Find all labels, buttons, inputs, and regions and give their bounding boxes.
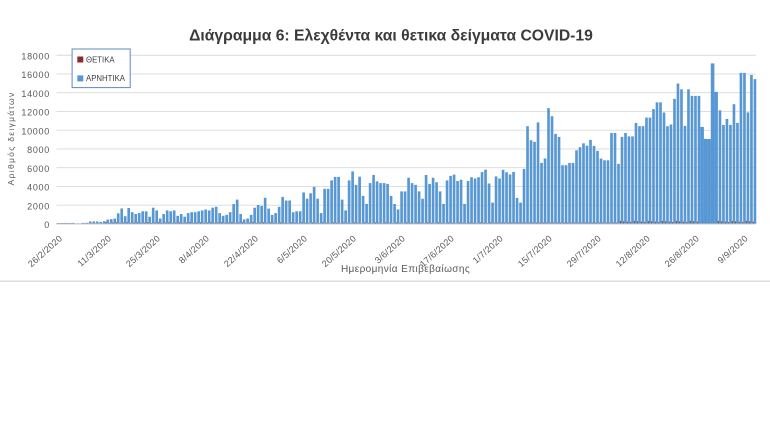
svg-text:6000: 6000 [27,164,50,174]
svg-text:Ημερομηνία Επιβεβαίωσης: Ημερομηνία Επιβεβαίωσης [341,263,470,275]
svg-text:4000: 4000 [27,183,50,193]
svg-text:Αριθμός δειγμάτων: Αριθμός δειγμάτων [6,91,16,185]
svg-text:0: 0 [44,220,50,230]
svg-text:8000: 8000 [27,145,50,155]
svg-text:10000: 10000 [21,126,50,136]
svg-text:ΘΕΤΙΚΑ: ΘΕΤΙΚΑ [86,55,115,64]
svg-text:ΑΡΝΗΤΙΚΑ: ΑΡΝΗΤΙΚΑ [86,74,126,83]
svg-text:16000: 16000 [21,70,50,80]
svg-text:14000: 14000 [21,89,50,99]
svg-text:Διάγραμμα 6: Ελεχθέντα και θετ: Διάγραμμα 6: Ελεχθέντα και θετικα δείγμα… [189,28,593,45]
svg-text:12000: 12000 [21,108,50,118]
svg-text:2000: 2000 [27,201,50,211]
svg-text:18000: 18000 [21,51,50,61]
